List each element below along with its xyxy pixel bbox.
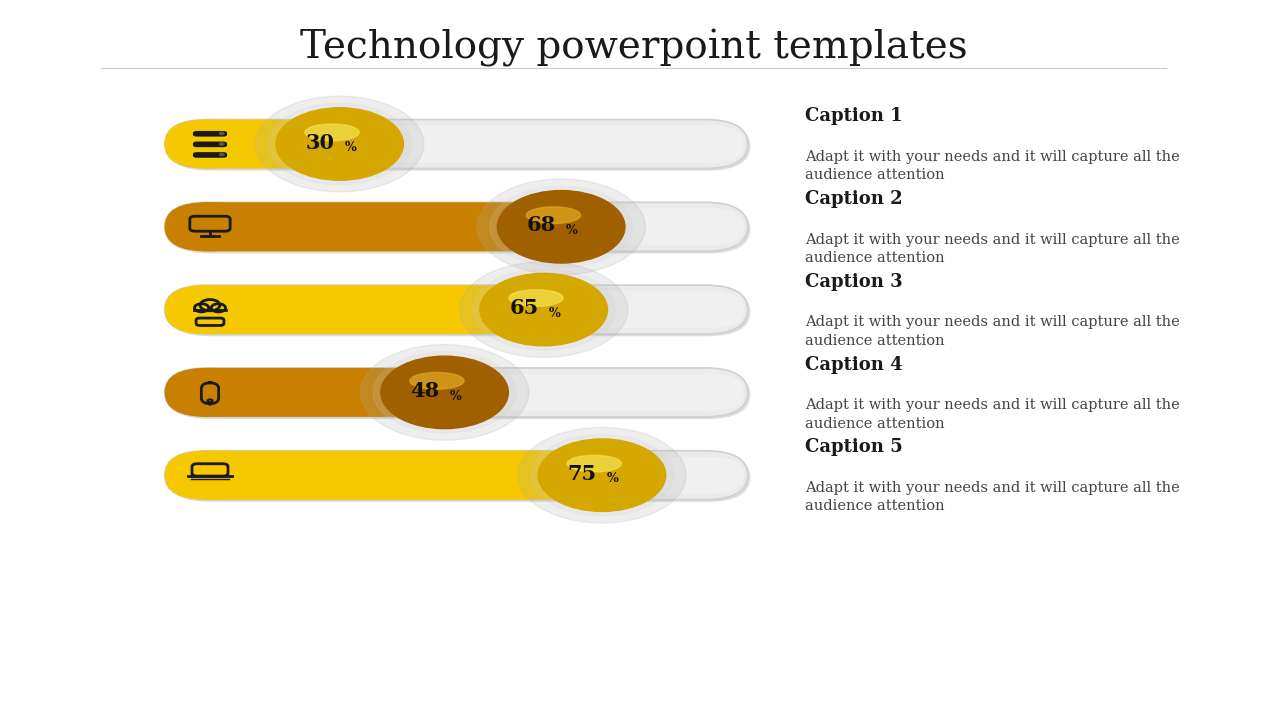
Text: Technology powerpoint templates: Technology powerpoint templates [300, 29, 968, 67]
Text: 30: 30 [306, 132, 334, 153]
Text: %: % [344, 141, 356, 154]
FancyBboxPatch shape [169, 125, 744, 163]
FancyBboxPatch shape [165, 451, 255, 500]
FancyBboxPatch shape [165, 368, 748, 417]
Circle shape [460, 262, 628, 357]
FancyBboxPatch shape [169, 374, 744, 410]
Ellipse shape [509, 289, 563, 306]
Text: Caption 4: Caption 4 [805, 356, 902, 374]
Circle shape [530, 435, 673, 516]
FancyBboxPatch shape [168, 122, 750, 171]
FancyBboxPatch shape [165, 202, 561, 251]
Circle shape [498, 191, 625, 263]
FancyBboxPatch shape [193, 152, 227, 158]
FancyBboxPatch shape [168, 287, 750, 336]
FancyBboxPatch shape [165, 285, 544, 334]
Text: Adapt it with your needs and it will capture all the
audience attention: Adapt it with your needs and it will cap… [805, 233, 1179, 265]
FancyBboxPatch shape [165, 202, 255, 251]
FancyBboxPatch shape [168, 453, 750, 502]
Text: Caption 2: Caption 2 [805, 190, 902, 208]
FancyBboxPatch shape [165, 120, 339, 168]
Text: 68: 68 [527, 215, 556, 235]
Circle shape [477, 179, 645, 274]
FancyBboxPatch shape [169, 457, 744, 494]
Text: %: % [607, 472, 618, 485]
FancyBboxPatch shape [165, 368, 255, 417]
Circle shape [361, 345, 529, 440]
FancyBboxPatch shape [168, 204, 750, 253]
FancyBboxPatch shape [165, 451, 602, 500]
FancyBboxPatch shape [168, 370, 750, 419]
Circle shape [490, 186, 632, 267]
Text: %: % [549, 307, 561, 320]
Text: 75: 75 [568, 464, 596, 484]
Text: 48: 48 [411, 381, 439, 401]
Text: Adapt it with your needs and it will capture all the
audience attention: Adapt it with your needs and it will cap… [805, 150, 1179, 182]
Circle shape [538, 439, 666, 511]
Circle shape [220, 153, 224, 156]
Circle shape [276, 108, 403, 180]
FancyBboxPatch shape [165, 202, 748, 251]
Text: Adapt it with your needs and it will capture all the
audience attention: Adapt it with your needs and it will cap… [805, 398, 1179, 431]
Circle shape [480, 274, 608, 346]
FancyBboxPatch shape [193, 142, 227, 147]
Ellipse shape [305, 124, 360, 140]
Circle shape [269, 104, 411, 184]
Circle shape [472, 269, 616, 350]
Text: Adapt it with your needs and it will capture all the
audience attention: Adapt it with your needs and it will cap… [805, 481, 1179, 513]
Text: %: % [449, 390, 461, 402]
FancyBboxPatch shape [165, 120, 255, 168]
FancyBboxPatch shape [165, 451, 748, 500]
Text: 65: 65 [509, 298, 539, 318]
FancyBboxPatch shape [169, 209, 744, 245]
Circle shape [220, 132, 224, 135]
Circle shape [220, 143, 224, 145]
Text: Caption 5: Caption 5 [805, 438, 902, 456]
Text: Adapt it with your needs and it will capture all the
audience attention: Adapt it with your needs and it will cap… [805, 315, 1179, 348]
FancyBboxPatch shape [165, 368, 444, 417]
FancyBboxPatch shape [193, 131, 227, 137]
Text: Caption 1: Caption 1 [805, 107, 902, 125]
FancyBboxPatch shape [169, 291, 744, 328]
Circle shape [256, 96, 424, 192]
FancyBboxPatch shape [165, 120, 748, 168]
Ellipse shape [567, 455, 621, 472]
FancyBboxPatch shape [165, 285, 748, 334]
Ellipse shape [526, 207, 581, 223]
Text: Caption 3: Caption 3 [805, 273, 902, 291]
Text: %: % [566, 224, 579, 237]
FancyBboxPatch shape [165, 285, 255, 334]
Ellipse shape [410, 372, 465, 389]
Circle shape [381, 356, 508, 428]
Circle shape [518, 428, 686, 523]
Circle shape [374, 352, 516, 433]
